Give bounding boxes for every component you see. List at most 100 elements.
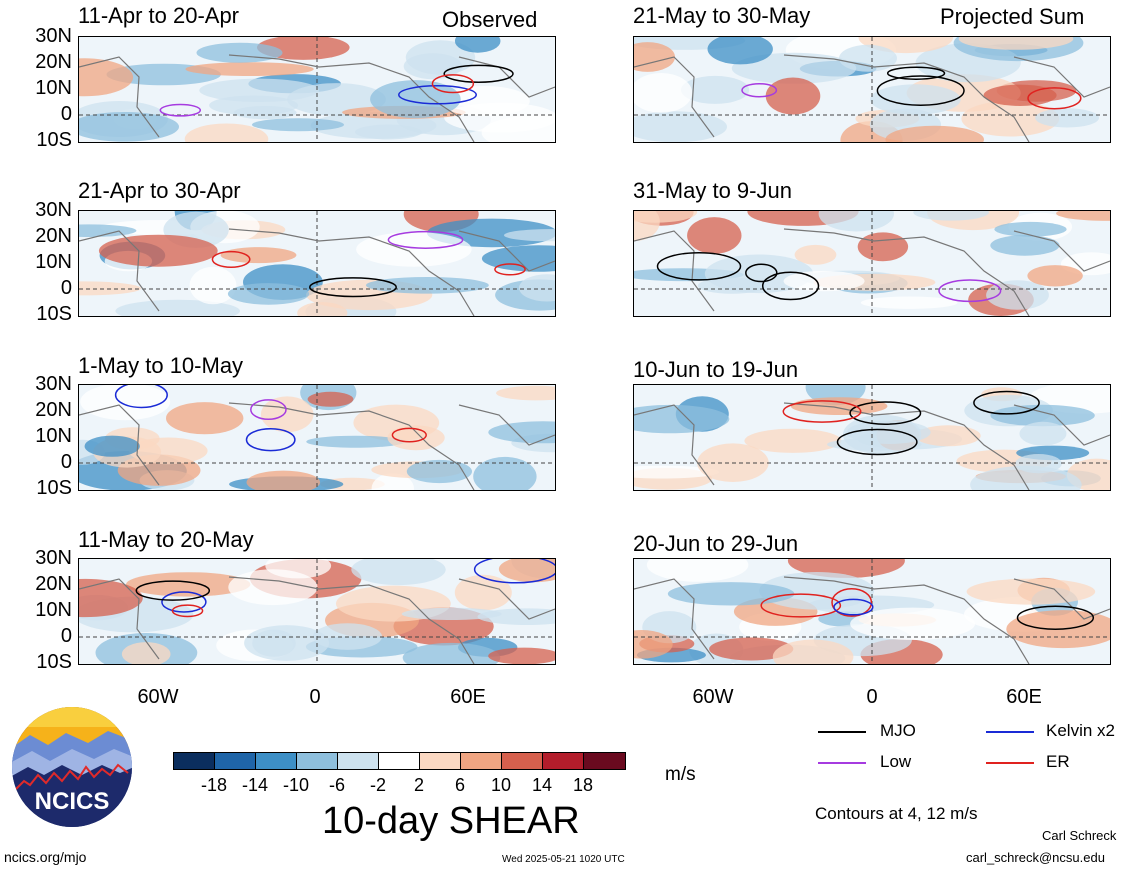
lat-label: 10S [36,651,72,673]
panel-title: 10-Jun to 19-Jun [633,357,799,382]
anomaly-contour [171,604,204,618]
shear-blob [870,84,961,115]
shear-blob [252,118,344,132]
ncics-logo: NCICS [12,707,132,827]
shear-map [634,385,1110,490]
lat-label: 30N [35,547,72,569]
shear-blob [857,232,909,262]
main-title: 10-day SHEAR [322,800,580,842]
shear-blob [966,578,1096,605]
shear-blob [126,572,251,597]
anomaly-contour [973,390,1040,415]
colorbar-swatch [255,752,297,770]
shear-blob [260,396,314,433]
panel-title: 11-May to 20-May [78,527,254,552]
lat-label: 0 [60,451,72,473]
shear-blob [504,229,555,242]
shear-blob [783,270,865,292]
map-panel [633,558,1111,665]
shear-blob [196,42,283,63]
legend-line-kelvin [986,731,1034,733]
coastline [634,228,1110,316]
contour-note: Contours at 4, 12 m/s [815,804,978,823]
map-panel [633,384,1111,491]
colorbar-label: 6 [454,775,465,795]
shear-blob [307,391,354,407]
shear-blob [79,578,143,618]
shear-blob [366,277,489,294]
shear-map [79,559,555,664]
panel-title: 20-Jun to 29-Jun [633,531,799,556]
coastline [634,54,1110,142]
shear-map [634,211,1110,316]
colorbar-swatch [542,752,584,770]
lon-label: 0 [309,686,321,708]
anomaly-contour [836,428,918,456]
shear-blob [1035,108,1099,128]
shear-blob [246,470,321,490]
anomaly-contour [886,66,946,80]
coastline [79,576,555,664]
lon-label: 60E [450,686,486,708]
coastline [79,228,555,316]
anomaly-contour [398,85,477,105]
anomaly-contour [135,580,211,601]
legend-line-er [986,762,1034,764]
anomaly-contour [833,598,874,616]
shear-blob [265,559,332,579]
shear-blob [401,607,502,620]
shear-blob [481,115,555,142]
shear-blob [306,435,405,448]
anomaly-contour [938,279,1002,303]
shear-map [79,385,555,490]
shear-blob [1027,265,1083,287]
anomaly-contour [161,591,207,613]
shear-blob [454,37,501,53]
shear-blob [634,404,730,434]
colorbar-swatch [296,752,338,770]
footer-author: Carl Schreck [1042,828,1117,843]
lat-label: 10N [35,425,72,447]
anomaly-contour [1027,87,1082,110]
colorbar-label: -6 [328,775,345,795]
footer-email: carl_schreck@ncsu.edu [966,850,1105,865]
lat-label: 10S [36,477,72,499]
colorbar-unit: m/s [665,764,696,785]
shear-blob [860,296,958,309]
shear-blob [356,232,472,267]
shear-map [79,211,555,316]
colorbar-label: -14 [241,775,268,795]
shear-blob [839,44,897,72]
shear-map [634,559,1110,664]
map-panel [78,384,556,491]
coastline [79,54,555,142]
shear-blob [488,647,555,664]
shear-blob [794,244,837,265]
lat-label: 20N [35,51,72,73]
anomaly-contour [656,251,742,281]
shear-blob [220,247,297,264]
coastline [634,402,1110,490]
panel-title: 11-Apr to 20-Apr [78,3,240,28]
colorbar-swatch [419,752,461,770]
colorbar-label: -10 [282,775,309,795]
shear-blob [79,281,141,296]
shear-blob [913,211,989,221]
shear-blob [707,37,773,65]
shear-map [79,37,555,142]
shear-blob [199,78,319,102]
observed-label: Observed [442,7,538,32]
shear-blob [519,274,555,302]
anomaly-contour [114,385,168,409]
panel-title: 31-May to 9-Jun [633,178,792,203]
colorbar-label: 10 [490,775,512,795]
anomaly-contour [250,399,287,421]
colorbar-swatch [378,752,420,770]
anomaly-contour [876,75,965,106]
footer-timestamp: Wed 2025-05-21 1020 UTC [502,854,625,865]
shear-blob [970,465,1082,490]
legend-label: Low [880,752,912,771]
shear-blob [98,234,218,267]
anomaly-contour [761,271,820,301]
lat-label: 30N [35,199,72,221]
